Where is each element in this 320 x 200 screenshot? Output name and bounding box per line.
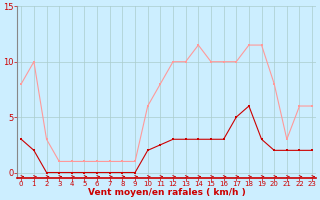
X-axis label: Vent moyen/en rafales ( km/h ): Vent moyen/en rafales ( km/h ) — [88, 188, 245, 197]
